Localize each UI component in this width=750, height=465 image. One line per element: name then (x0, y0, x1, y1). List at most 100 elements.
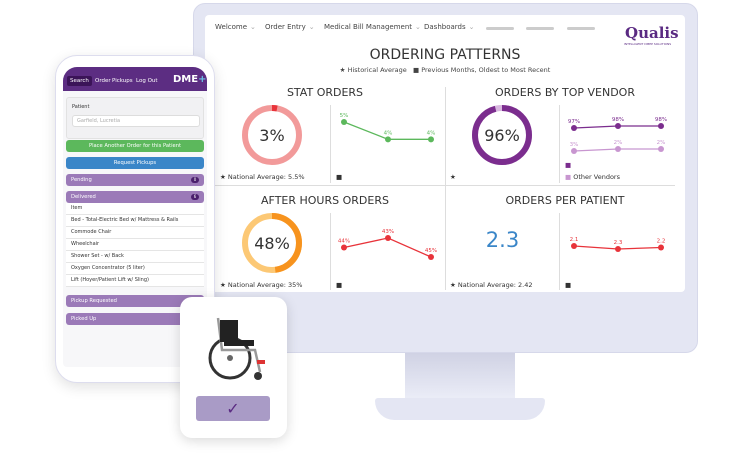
legend-square-label: Previous Months, Oldest to Most Recent (421, 66, 551, 74)
tab-search[interactable]: Search (67, 76, 92, 86)
square-icon: ■ (412, 66, 420, 74)
list-item[interactable]: Wheelchair (66, 239, 204, 251)
tab-pickups[interactable]: Pickups (112, 78, 133, 84)
count-badge: 6 (191, 194, 199, 200)
stat-donut-arc (242, 105, 302, 165)
after-trend-point (341, 244, 347, 251)
divider (559, 105, 560, 183)
section-label: Delivered (71, 194, 96, 200)
pp-trend-point (615, 246, 621, 252)
section-delivered[interactable]: Delivered 6 (66, 191, 204, 203)
after-trend-label: 44% (338, 239, 350, 245)
nav-label: Order Entry (265, 23, 306, 31)
divider (330, 105, 331, 183)
star-icon: ★ (339, 66, 346, 74)
list-item[interactable]: Lift (Hoyer/Patient Lift w/ Sling) (66, 275, 204, 287)
after-trend-point (385, 235, 391, 241)
section-pickup-requested[interactable]: Pickup Requested (66, 295, 204, 307)
brand-text: DME (173, 74, 199, 85)
nav-order-entry[interactable]: Order Entry ⌄ (265, 23, 315, 31)
patient-label: Patient (72, 104, 90, 110)
pp-trend-point (658, 244, 664, 251)
tab-logout[interactable]: Log Out (136, 78, 158, 84)
monitor-base (375, 398, 545, 420)
vendor-top-trend-label: 97% (568, 119, 580, 125)
page-title: ORDERING PATTERNS (369, 47, 521, 63)
national-average: National Average: 2.42 (457, 281, 533, 289)
stat-trend-label: 4% (427, 130, 436, 136)
national-average: National Average: 35% (227, 281, 303, 289)
square-icon: ■ (565, 173, 572, 181)
vendor-other-trend-point (571, 148, 577, 154)
legend: ★ Historical Average ■ Previous Months, … (205, 66, 685, 74)
stat-national-avg: ★ National Average: 5.5% (220, 173, 305, 181)
nav-welcome[interactable]: Welcome ⌄ (215, 23, 256, 31)
square-icon: ■ (336, 281, 343, 289)
star-icon: ★ (450, 173, 456, 181)
vendor-other-trend-point (658, 146, 664, 152)
section-label: Pending (71, 177, 92, 183)
chevron-down-icon: ⌄ (308, 23, 315, 31)
stat-trend-label: 4% (384, 130, 393, 136)
nav-placeholder (486, 27, 514, 30)
stat-donut-value: 3% (259, 126, 284, 145)
tab-order[interactable]: Order (95, 78, 111, 84)
stat-trend-point (341, 119, 347, 125)
request-pickups-button[interactable]: Request Pickups (66, 157, 204, 169)
list-item[interactable]: Shower Set - w/ Back (66, 251, 204, 263)
stat-orders-title: STAT ORDERS (286, 86, 364, 99)
table-header: Item (66, 203, 204, 215)
nav-dashboards[interactable]: Dashboards ⌄ (424, 23, 475, 31)
pp-trend-label: 2.3 (614, 240, 623, 246)
check-icon: ✓ (226, 399, 240, 418)
nav-label: Welcome (215, 23, 248, 31)
pp-national-avg: ★ National Average: 2.42 (450, 281, 533, 289)
patient-panel: Patient Garfield, Lucretia (66, 97, 204, 139)
section-picked-up[interactable]: Picked Up (66, 313, 204, 325)
qualis-logo[interactable]: Qualis (625, 24, 679, 42)
vendor-other-trend-point (615, 146, 621, 152)
stat-trend-label: 5% (340, 113, 349, 119)
confirm-button[interactable]: ✓ (196, 396, 270, 421)
logo-tagline: INTELLIGENT DMEP SOLUTIONS (624, 42, 672, 46)
per-patient-value: 2.3 (485, 228, 520, 252)
vendor-top-trend-label: 98% (612, 117, 624, 123)
after-national-avg: ★ National Average: 35% (220, 281, 303, 289)
vendor-top-trend-point (658, 123, 664, 129)
nav-medical-bill[interactable]: Medical Bill Management ⌄ (324, 23, 421, 31)
other-vendors-legend: ■ Other Vendors (565, 173, 620, 181)
vendor-title: ORDERS BY TOP VENDOR (495, 86, 635, 99)
divider (445, 87, 446, 290)
divider (330, 213, 331, 290)
plus-icon: + (198, 74, 207, 85)
nav-placeholder (526, 27, 554, 30)
after-donut-arc (242, 213, 302, 273)
after-trend-label: 43% (382, 229, 394, 235)
square-icon: ■ (565, 281, 572, 289)
dme-logo: DME+ (173, 74, 206, 85)
square-icon: ■ (336, 173, 343, 181)
vendor-other-trend-label: 3% (570, 142, 579, 148)
chevron-down-icon: ⌄ (468, 23, 475, 31)
section-pending[interactable]: Pending 0 (66, 174, 204, 186)
vendor-top-trend-point (615, 123, 621, 129)
vendor-other-trend-label: 2% (614, 140, 623, 146)
pp-trend-label: 2.1 (570, 237, 579, 243)
nav-placeholder (567, 27, 595, 30)
vendor-top-trend-label: 98% (655, 117, 667, 123)
list-item[interactable]: Commode Chair (66, 227, 204, 239)
nav-label: Medical Bill Management (324, 23, 413, 31)
legend-star-label: Historical Average (347, 66, 407, 74)
patient-input[interactable]: Garfield, Lucretia (72, 115, 200, 127)
place-order-button[interactable]: Place Another Order for this Patient (66, 140, 204, 152)
pp-trend-point (571, 243, 577, 249)
phone-header: Search Order Pickups Log Out DME+ (63, 67, 207, 91)
list-item[interactable]: Bed - Total-Electric Bed w/ Mattress & R… (66, 215, 204, 227)
after-trend-point (428, 254, 434, 260)
wheelchair-icon (208, 317, 265, 380)
list-item[interactable]: Oxygen Concentrator (5 liter) (66, 263, 204, 275)
divider (559, 213, 560, 290)
national-average: National Average: 5.5% (227, 173, 305, 181)
stat-trend-point (428, 136, 434, 143)
